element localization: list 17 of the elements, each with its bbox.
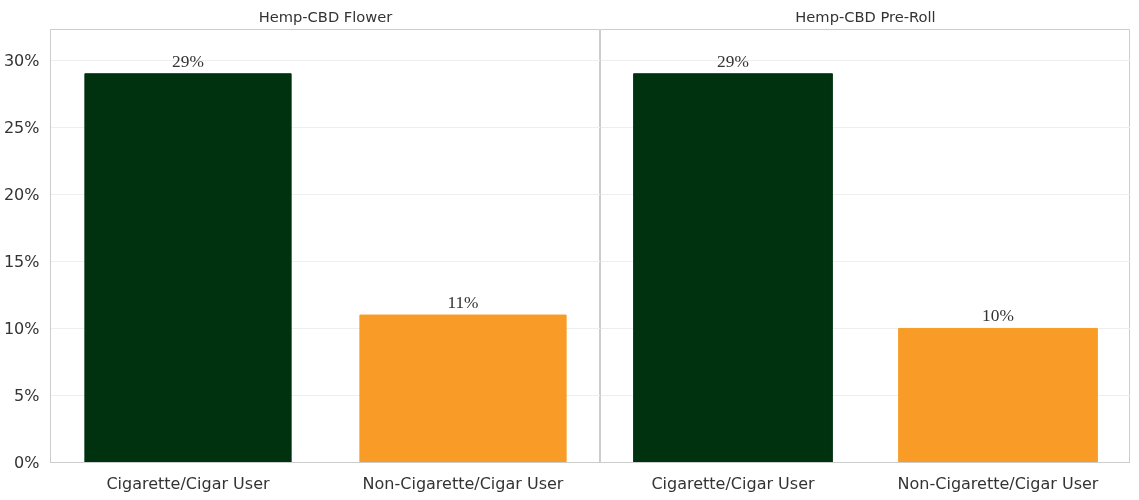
- chart-title: Hemp-CBD Pre-Roll: [795, 7, 936, 25]
- y-tick-label: 10%: [3, 318, 40, 338]
- x-tick-label: Non-Cigarette/Cigar User: [362, 473, 564, 493]
- y-tick-label: 5%: [14, 385, 40, 405]
- x-tick-label: Cigarette/Cigar User: [651, 473, 815, 493]
- y-tick-label: 30%: [3, 50, 40, 70]
- y-tick-label: 15%: [3, 251, 40, 271]
- data-label: 29%: [172, 51, 204, 71]
- data-label: 10%: [982, 306, 1014, 326]
- x-tick-label: Non-Cigarette/Cigar User: [897, 473, 1099, 493]
- x-tick-label: Cigarette/Cigar User: [106, 473, 270, 493]
- y-tick-label: 20%: [3, 184, 40, 204]
- chart-title: Hemp-CBD Flower: [258, 7, 394, 25]
- data-label: 29%: [717, 51, 749, 71]
- y-tick-label: 25%: [3, 117, 40, 137]
- y-tick-label: 0%: [14, 453, 40, 472]
- data-label: 11%: [447, 293, 479, 313]
